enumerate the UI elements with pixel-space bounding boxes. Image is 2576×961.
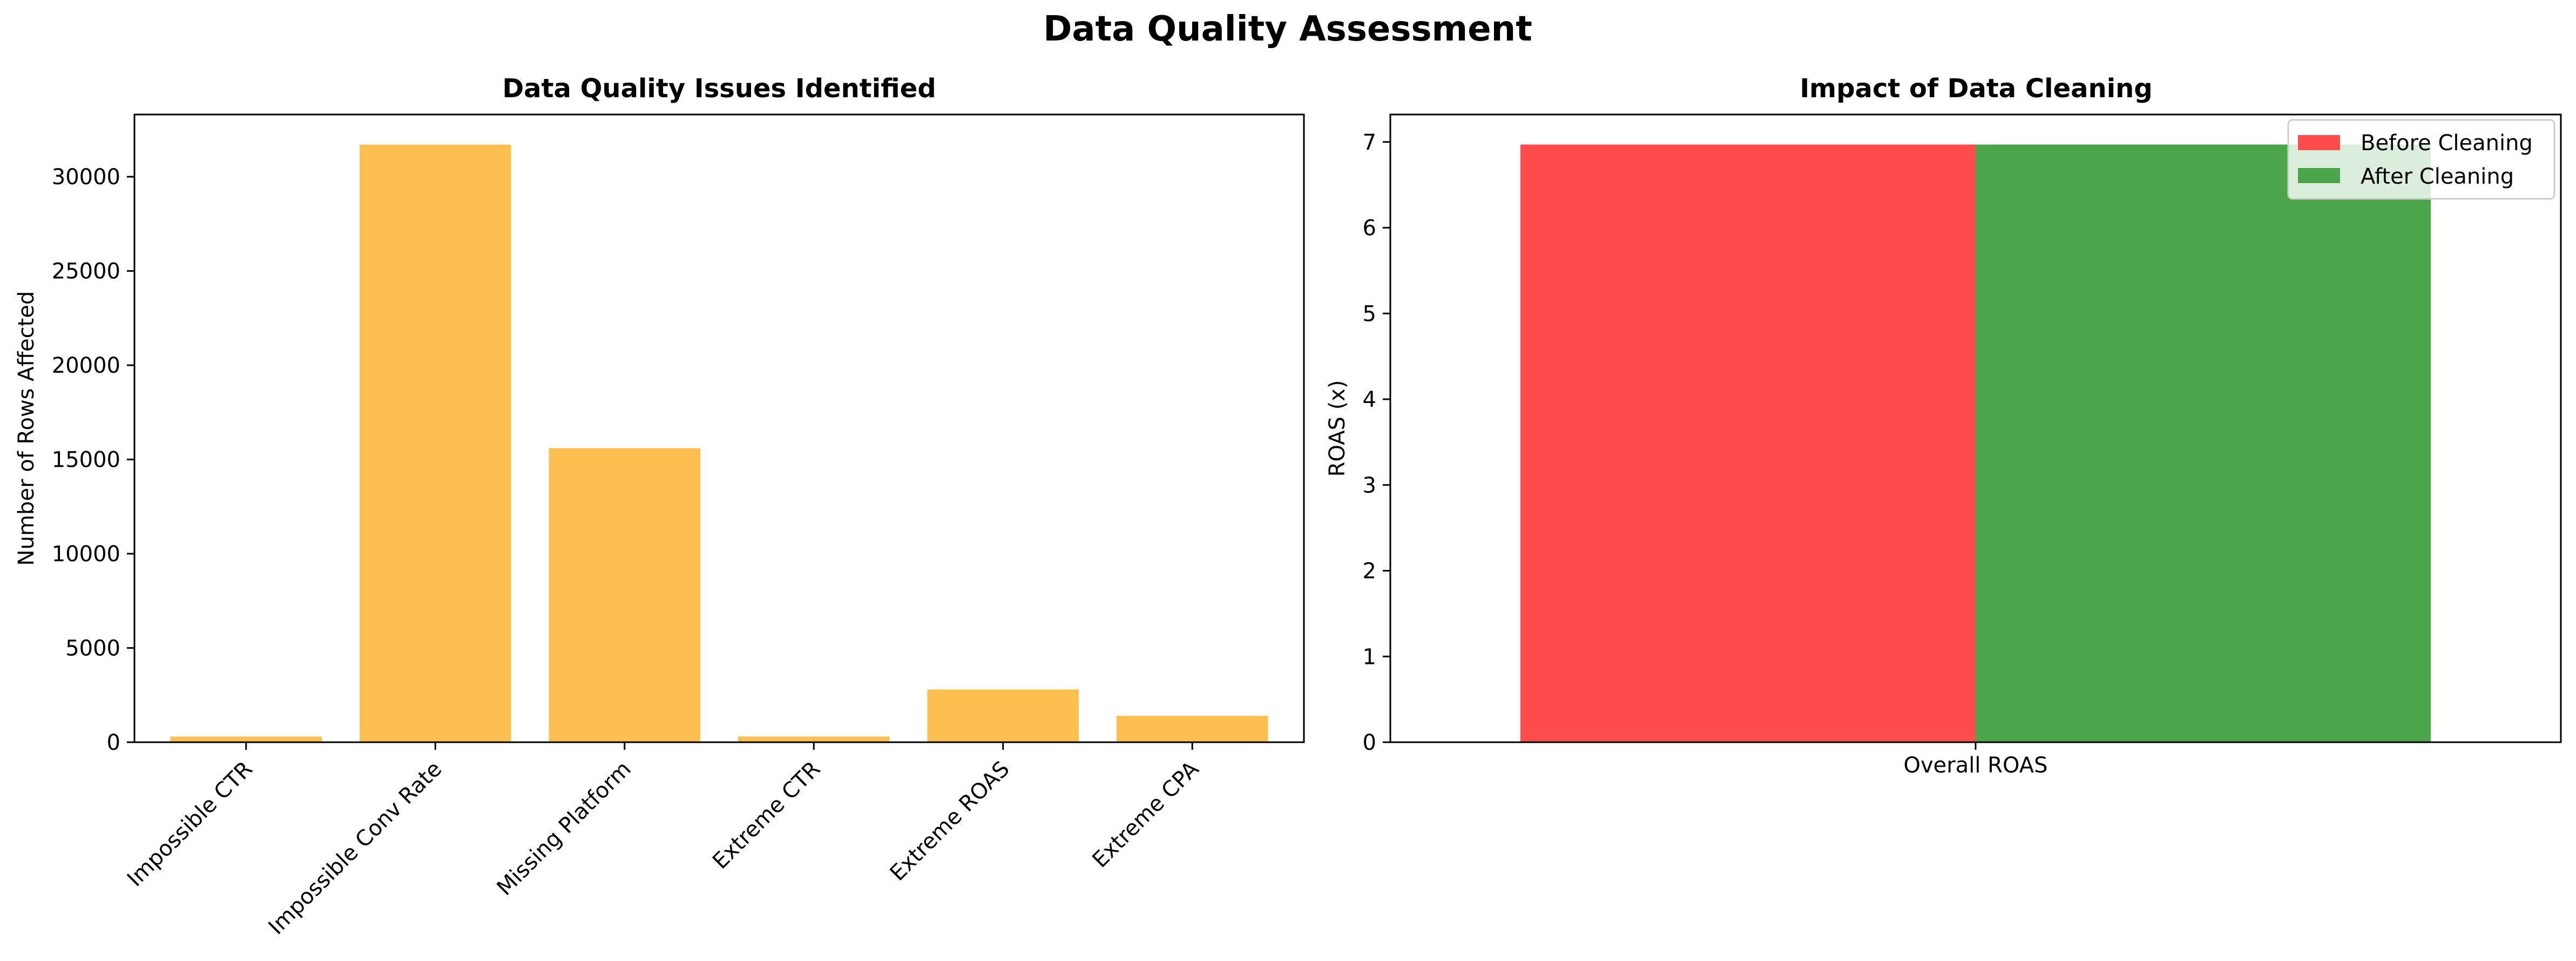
issues-bars [170,144,1268,743]
issues-chart-title: Data Quality Issues Identified [502,73,936,104]
x-tick-label-extreme-cpa: Extreme CPA [1087,756,1204,872]
y-tick-label-4: 4 [1363,387,1376,412]
bar-extreme-cpa [1117,716,1268,742]
legend-frame [2287,119,2555,200]
bar-impossible-ctr [170,736,322,742]
y-tick-label-30000: 30000 [52,165,120,190]
x-tick-label-extreme-roas: Extreme ROAS [885,757,1014,886]
legend-swatch-after [2298,168,2340,183]
bar-missing-platform [549,448,700,742]
cleaning-bars [1520,144,2431,743]
issues-plot-frame [133,113,1305,743]
cleaning-y-axis-ticks: 0 1 2 3 4 5 6 7 [1363,130,1390,755]
issues-y-axis-label: Number of Rows Affected [14,291,39,566]
legend-swatch-before [2298,135,2340,150]
y-tick-label-10000: 10000 [52,542,120,567]
y-tick-label-7: 7 [1363,130,1376,155]
x-tick-label-impossible-conv-rate: Impossible Conv Rate [264,757,447,940]
legend-label-before: Before Cleaning [2361,131,2533,156]
cleaning-y-axis-label: ROAS (x) [1325,380,1350,477]
cleaning-plot-frame [1389,113,2562,743]
bar-impossible-conv-rate [360,144,511,743]
y-tick-label-0: 0 [1363,730,1376,755]
issues-bar-chart: Data Quality Issues Identified 0 5000 1000… [14,73,1305,939]
cleaning-chart-title: Impact of Data Cleaning [1800,73,2152,104]
cleaning-x-axis-ticks: Overall ROAS [1904,742,2048,778]
y-tick-label-0: 0 [107,730,120,755]
y-tick-label-5: 5 [1363,301,1376,326]
cleaning-impact-bar-chart: Impact of Data Cleaning 0 1 2 3 4 5 6 7 Overall… [1325,73,2562,778]
y-tick-label-2: 2 [1363,559,1376,584]
y-tick-label-15000: 15000 [52,448,120,473]
y-tick-label-20000: 20000 [52,353,120,378]
y-tick-label-5000: 5000 [65,636,120,661]
legend-label-after: After Cleaning [2361,164,2514,189]
issues-x-axis-ticks: Impossible CTR Impossible Conv Rate Missin… [123,742,1204,939]
y-tick-label-1: 1 [1363,644,1376,669]
y-tick-label-25000: 25000 [52,259,120,284]
y-tick-label-6: 6 [1363,216,1376,241]
bar-extreme-roas [927,689,1079,742]
x-tick-label-missing-platform: Missing Platform [492,757,636,900]
bar-extreme-ctr [738,736,890,742]
bar-before-cleaning [1520,144,1976,743]
x-tick-label-overall-roas: Overall ROAS [1904,753,2048,778]
cleaning-legend: Before Cleaning After Cleaning [2287,119,2555,200]
issues-y-axis-ticks: 0 5000 10000 15000 20000 25000 30000 [52,165,134,755]
figure-title: Data Quality Assessment [1043,9,1532,49]
x-tick-label-impossible-ctr: Impossible CTR [123,757,258,892]
x-tick-label-extreme-ctr: Extreme CTR [708,757,825,874]
y-tick-label-3: 3 [1363,473,1376,498]
bar-after-cleaning [1976,144,2431,743]
